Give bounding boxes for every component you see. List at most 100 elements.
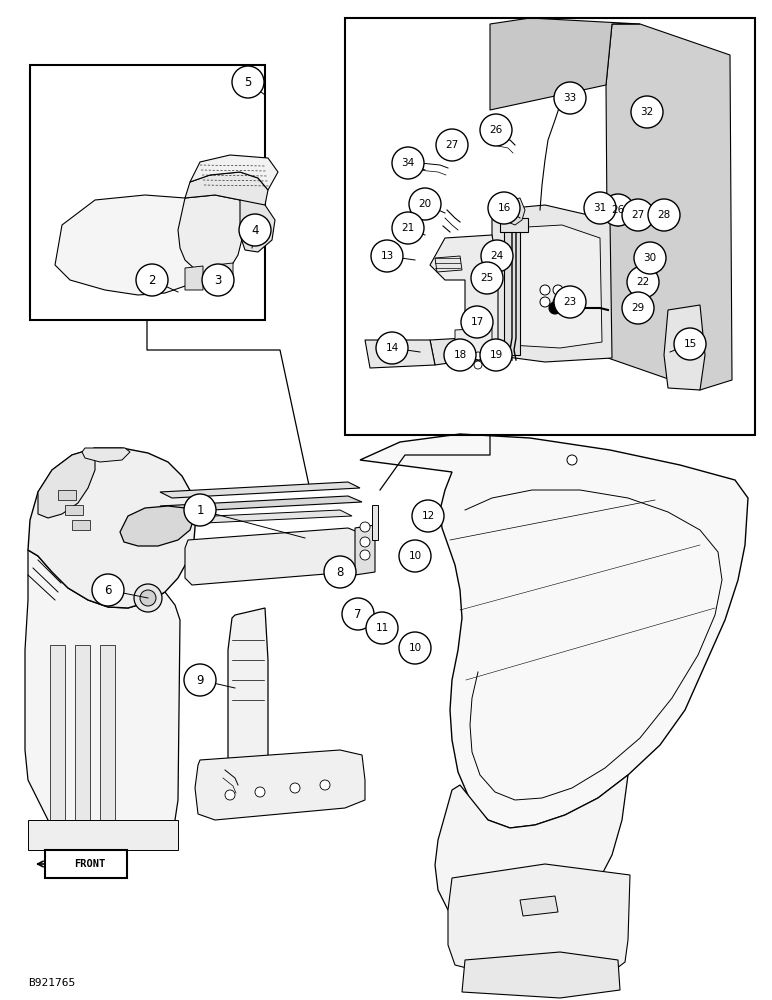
Polygon shape	[355, 525, 375, 575]
Text: 27: 27	[445, 140, 459, 150]
Text: 27: 27	[631, 210, 645, 220]
Polygon shape	[160, 496, 362, 512]
Circle shape	[614, 206, 622, 214]
Circle shape	[342, 598, 374, 630]
Polygon shape	[65, 505, 83, 515]
Circle shape	[232, 66, 264, 98]
Polygon shape	[228, 608, 268, 790]
Text: 6: 6	[104, 584, 112, 596]
Polygon shape	[504, 198, 525, 225]
Polygon shape	[664, 305, 705, 390]
Polygon shape	[435, 775, 628, 932]
Polygon shape	[520, 896, 558, 916]
Polygon shape	[360, 434, 748, 828]
Polygon shape	[72, 520, 90, 530]
Circle shape	[674, 328, 706, 360]
Text: 15: 15	[683, 339, 696, 349]
Polygon shape	[190, 155, 278, 190]
Circle shape	[320, 780, 330, 790]
Bar	[45, 850, 127, 878]
Polygon shape	[28, 448, 196, 608]
Text: 5: 5	[244, 76, 252, 89]
Circle shape	[602, 194, 634, 226]
Circle shape	[290, 783, 300, 793]
Polygon shape	[455, 328, 492, 362]
Circle shape	[409, 188, 441, 220]
Circle shape	[324, 556, 356, 588]
Polygon shape	[100, 645, 115, 820]
Circle shape	[488, 192, 520, 224]
Circle shape	[255, 787, 265, 797]
Circle shape	[626, 218, 634, 226]
Text: 25: 25	[480, 273, 493, 283]
Polygon shape	[58, 490, 76, 500]
Circle shape	[567, 455, 577, 465]
Circle shape	[614, 218, 622, 226]
Text: 33: 33	[564, 93, 577, 103]
Circle shape	[622, 199, 654, 231]
Circle shape	[239, 214, 271, 246]
Circle shape	[554, 82, 586, 114]
Polygon shape	[38, 448, 95, 518]
Circle shape	[184, 664, 216, 696]
Text: 9: 9	[196, 674, 204, 686]
Circle shape	[136, 264, 168, 296]
Circle shape	[376, 332, 408, 364]
Polygon shape	[448, 864, 630, 978]
Polygon shape	[430, 338, 470, 365]
Text: 3: 3	[215, 273, 222, 286]
Polygon shape	[504, 228, 520, 355]
Text: 16: 16	[497, 203, 510, 213]
Text: 24: 24	[490, 251, 503, 261]
Circle shape	[481, 240, 513, 272]
Text: 30: 30	[643, 253, 656, 263]
Text: 32: 32	[641, 107, 654, 117]
Polygon shape	[55, 195, 215, 295]
Text: 4: 4	[251, 224, 259, 236]
Circle shape	[627, 266, 659, 298]
Polygon shape	[185, 528, 365, 585]
Circle shape	[225, 790, 235, 800]
Polygon shape	[50, 645, 65, 820]
Text: 19: 19	[489, 350, 503, 360]
Polygon shape	[435, 256, 462, 272]
Polygon shape	[82, 448, 130, 462]
Circle shape	[480, 339, 512, 371]
Text: 18: 18	[453, 350, 466, 360]
Bar	[345, 18, 755, 435]
Circle shape	[648, 199, 680, 231]
Circle shape	[554, 286, 586, 318]
Polygon shape	[160, 482, 360, 498]
Text: 28: 28	[658, 210, 671, 220]
Text: 12: 12	[422, 511, 435, 521]
Circle shape	[140, 590, 156, 606]
Circle shape	[553, 297, 563, 307]
Circle shape	[622, 292, 654, 324]
Text: B921765: B921765	[28, 978, 75, 988]
Polygon shape	[185, 266, 203, 290]
Circle shape	[461, 306, 493, 338]
Circle shape	[399, 632, 431, 664]
Polygon shape	[372, 505, 378, 540]
Circle shape	[360, 522, 370, 532]
Circle shape	[371, 240, 403, 272]
Polygon shape	[430, 235, 498, 358]
Polygon shape	[25, 550, 180, 848]
Circle shape	[436, 129, 468, 161]
Circle shape	[134, 584, 162, 612]
Polygon shape	[28, 820, 178, 850]
Polygon shape	[130, 510, 352, 526]
Text: 22: 22	[636, 277, 649, 287]
Polygon shape	[510, 225, 602, 348]
Text: 10: 10	[408, 551, 422, 561]
Polygon shape	[178, 195, 245, 275]
Circle shape	[184, 494, 216, 526]
Circle shape	[458, 361, 466, 369]
Circle shape	[360, 550, 370, 560]
Polygon shape	[462, 952, 620, 998]
Bar	[30, 65, 265, 320]
Circle shape	[444, 339, 476, 371]
Circle shape	[458, 352, 466, 360]
Polygon shape	[490, 18, 640, 110]
Circle shape	[540, 297, 550, 307]
